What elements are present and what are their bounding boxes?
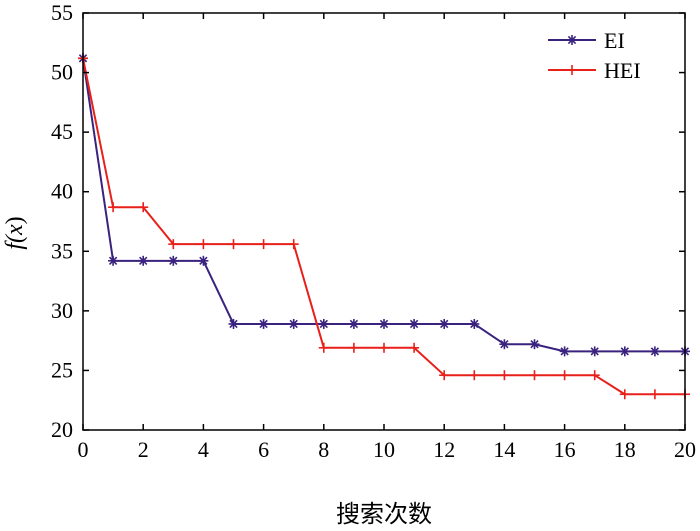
- data-point-hei: [108, 202, 119, 213]
- x-tick-label: 2: [138, 437, 149, 462]
- data-point-hei: [348, 342, 359, 353]
- y-axis-title: f(x): [2, 216, 28, 249]
- data-point-hei: [559, 370, 570, 381]
- legend-marker-hei: [567, 65, 577, 75]
- data-point-hei: [619, 389, 630, 400]
- legend-marker-ei-glyph: [567, 35, 577, 45]
- legend-box: [540, 20, 668, 90]
- data-point-ei-stroke: [319, 319, 328, 329]
- data-point-ei: [649, 346, 660, 357]
- data-point-hei: [409, 342, 420, 353]
- data-point-ei-stroke: [379, 319, 389, 329]
- x-tick-label: 0: [78, 437, 89, 462]
- data-point-ei: [108, 255, 119, 266]
- data-point-ei: [168, 255, 179, 266]
- legend-marker-ei-glyph-stroke: [567, 35, 577, 45]
- data-point-ei: [589, 346, 600, 357]
- data-point-ei: [619, 346, 630, 357]
- legend-label-ei: EI: [604, 28, 625, 53]
- data-point-ei-stroke: [259, 319, 268, 329]
- y-tick-label: 20: [51, 417, 73, 442]
- data-point-ei: [469, 318, 480, 329]
- y-tick-label: 45: [51, 119, 73, 144]
- x-axis-title: 搜索次数: [336, 500, 432, 528]
- data-point-ei-stroke: [108, 256, 118, 265]
- y-tick-label: 35: [51, 238, 73, 263]
- legend-label-hei: HEI: [604, 58, 641, 83]
- data-point-ei-stroke: [590, 347, 599, 356]
- data-point-ei-stroke: [650, 347, 660, 356]
- x-tick-label: 18: [614, 437, 636, 462]
- y-tick-label: 40: [51, 179, 73, 204]
- data-point-ei: [439, 318, 450, 329]
- x-tick-label: 16: [554, 437, 576, 462]
- data-point-ei-stroke: [470, 319, 479, 329]
- data-point-ei: [318, 318, 329, 329]
- series-line-ei: [82, 58, 685, 353]
- data-point-hei: [258, 239, 269, 250]
- data-point-ei-stroke: [169, 256, 178, 265]
- x-tick-label: 8: [318, 437, 329, 462]
- data-point-hei: [379, 342, 389, 353]
- data-point-ei-stroke: [289, 319, 298, 329]
- data-point-ei-stroke: [440, 319, 449, 329]
- data-point-ei-stroke: [409, 319, 419, 329]
- data-point-hei: [499, 370, 510, 381]
- plot-area: [78, 53, 690, 400]
- axis-ticks: 0 2 4 6 8 10 12 14 16 18 20 20 25 30 35 40 45 50 55: [51, 0, 696, 462]
- y-tick-label: 50: [51, 60, 73, 85]
- data-point-ei-stroke: [349, 319, 359, 329]
- x-tick-label: 4: [198, 437, 209, 462]
- legend-marker-hei-glyph: [567, 65, 577, 75]
- data-point-ei-stroke: [560, 347, 569, 356]
- data-point-ei: [198, 255, 209, 266]
- x-tick-label: 10: [373, 437, 395, 462]
- data-point-hei: [138, 202, 149, 213]
- data-point-hei: [168, 239, 179, 250]
- y-tick-label: 30: [51, 298, 73, 323]
- data-point-hei: [228, 239, 239, 250]
- data-point-ei: [228, 318, 239, 329]
- data-point-ei: [258, 318, 269, 329]
- data-point-ei-stroke: [139, 256, 148, 265]
- data-point-hei: [198, 239, 209, 250]
- data-point-hei: [439, 370, 450, 381]
- legend: EI HEI: [540, 20, 668, 90]
- y-axis-title-var: x: [2, 224, 28, 236]
- data-point-ei-stroke: [500, 340, 509, 349]
- data-point-hei: [469, 370, 480, 381]
- data-point-ei-stroke: [229, 319, 238, 329]
- y-tick-label: 25: [51, 357, 73, 382]
- x-tick-label: 20: [674, 437, 696, 462]
- y-axis-title-prefix: f(: [2, 233, 28, 250]
- data-point-ei: [529, 339, 540, 350]
- data-point-ei: [138, 255, 149, 266]
- legend-marker-ei: [567, 35, 577, 45]
- data-point-ei-stroke: [530, 340, 539, 349]
- data-point-hei: [589, 370, 600, 381]
- data-point-ei: [409, 318, 420, 329]
- data-point-hei: [288, 239, 299, 250]
- data-point-hei: [529, 370, 540, 381]
- x-tick-label: 6: [258, 437, 269, 462]
- y-tick-label: 55: [51, 0, 73, 25]
- data-point-ei-stroke: [199, 256, 208, 265]
- data-point-ei-stroke: [620, 347, 629, 356]
- data-point-ei: [379, 318, 389, 329]
- data-point-ei: [499, 339, 510, 350]
- x-tick-label: 14: [493, 437, 515, 462]
- data-point-ei: [559, 346, 570, 357]
- x-tick-label: 12: [433, 437, 455, 462]
- data-point-ei: [288, 318, 299, 329]
- data-point-hei: [649, 389, 660, 400]
- data-point-ei: [348, 318, 359, 329]
- y-axis-title-suffix: ): [2, 216, 28, 224]
- data-point-hei: [318, 342, 329, 353]
